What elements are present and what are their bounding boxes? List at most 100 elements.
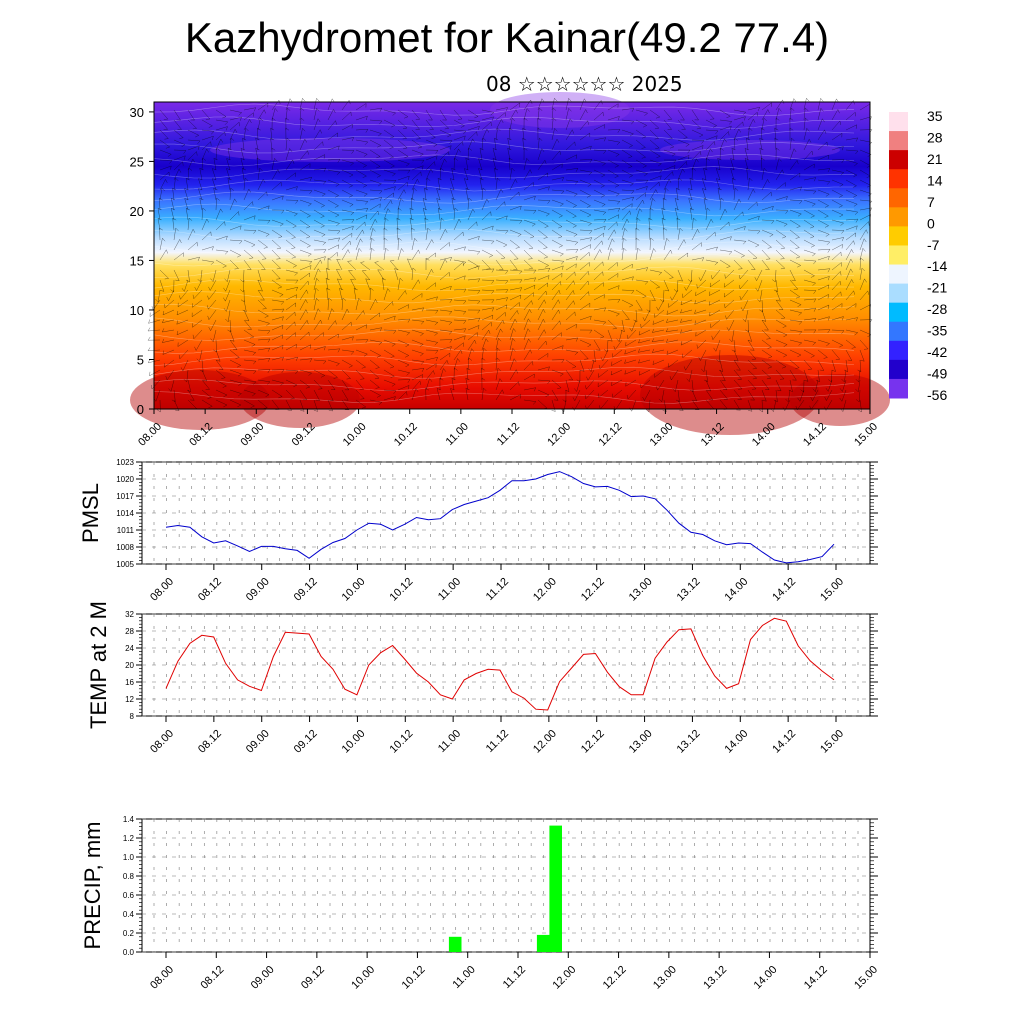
wind-barb — [537, 275, 550, 281]
wind-barb — [439, 285, 452, 291]
wind-barb — [747, 239, 760, 248]
wind-barb — [523, 229, 535, 239]
wind-barb — [717, 187, 722, 201]
wind-barb — [551, 259, 565, 265]
wind-barb — [313, 308, 321, 321]
wind-barb — [383, 227, 388, 241]
y-tick-label: 10 — [130, 303, 144, 318]
x-tick-label: 09.00 — [244, 576, 272, 604]
wind-barb — [425, 257, 430, 270]
wind-barb — [607, 116, 620, 121]
wind-barb — [215, 131, 226, 141]
wind-barb — [759, 399, 764, 413]
wind-barb — [285, 321, 296, 331]
wind-barb — [439, 217, 445, 231]
wind-barb — [397, 159, 410, 167]
wind-barb — [201, 119, 213, 128]
contour-line — [153, 191, 855, 204]
wind-barb — [537, 366, 551, 371]
wind-barb — [649, 289, 656, 302]
wind-barb — [170, 197, 175, 211]
y-tick-label: 1017 — [116, 492, 134, 501]
wind-barb — [607, 159, 620, 168]
wind-barb — [508, 127, 513, 141]
wind-barb — [481, 137, 487, 151]
wind-barb — [523, 195, 536, 201]
wind-barb — [663, 178, 672, 191]
wind-barb — [621, 129, 634, 137]
wind-barb — [652, 359, 665, 366]
wind-barb — [663, 279, 670, 292]
wind-barb — [410, 197, 415, 211]
wind-barb — [411, 237, 418, 251]
colorbar-segment — [889, 321, 908, 342]
wind-barb — [709, 279, 721, 288]
wind-barb — [397, 149, 409, 159]
wind-barb — [369, 359, 380, 369]
wind-barb — [537, 282, 548, 291]
wind-barb — [465, 377, 470, 391]
wind-barb — [196, 349, 203, 363]
wind-barb — [649, 197, 656, 211]
wind-barb — [313, 256, 326, 261]
wind-barb — [565, 167, 579, 172]
wind-barb — [742, 309, 749, 323]
wind-barb — [579, 145, 592, 151]
wind-barb — [215, 119, 229, 125]
wind-barb — [198, 178, 203, 191]
wind-barb — [313, 167, 327, 172]
wind-barb — [240, 269, 245, 283]
wind-barb — [439, 359, 449, 371]
wind-barb — [775, 169, 785, 181]
wind-barb — [859, 257, 864, 271]
wind-barb — [495, 107, 509, 112]
wind-barb — [733, 187, 739, 201]
wind-barb — [285, 107, 291, 121]
wind-barb — [607, 221, 618, 231]
wind-barb — [665, 338, 679, 343]
wind-barb — [299, 107, 305, 121]
wind-barb — [761, 359, 773, 369]
wind-barb — [285, 209, 298, 217]
wind-barb — [157, 207, 162, 221]
contour-line — [153, 353, 855, 367]
wind-barb — [859, 221, 870, 231]
wind-barb — [467, 249, 481, 255]
wind-barb — [411, 139, 423, 149]
y-tick-label: 15 — [130, 253, 144, 268]
wind-barb — [676, 217, 681, 231]
wind-barb — [425, 268, 434, 281]
wind-barb — [586, 369, 595, 381]
wind-barb — [411, 171, 422, 181]
wind-barb — [775, 349, 788, 358]
wind-barb — [243, 215, 256, 221]
wind-barb — [157, 217, 162, 231]
wind-barb — [839, 379, 847, 393]
wind-barb — [257, 329, 271, 335]
wind-barb — [451, 197, 456, 211]
wind-barb — [747, 118, 756, 131]
wind-barb — [754, 269, 763, 282]
wind-barb — [425, 282, 436, 291]
wind-barb — [537, 239, 548, 249]
wind-barb — [341, 199, 354, 207]
wind-barb — [803, 239, 816, 248]
wind-barb — [383, 192, 394, 201]
wind-barb — [719, 125, 732, 131]
wind-barb — [271, 195, 284, 201]
wind-barb — [211, 178, 217, 191]
wind-barb — [285, 147, 293, 161]
wind-barb — [579, 315, 592, 321]
wind-barb — [761, 259, 770, 270]
wind-barb — [775, 309, 786, 320]
wind-barb — [831, 132, 843, 141]
wind-barb — [831, 229, 845, 234]
wind-barb — [855, 389, 861, 403]
wind-barb — [663, 269, 674, 279]
wind-barb — [425, 238, 434, 251]
wind-barb — [509, 269, 523, 275]
wind-barb — [243, 329, 255, 339]
wind-barb — [831, 270, 842, 281]
y-tick-label: 16 — [125, 678, 134, 687]
wind-barb — [831, 359, 836, 372]
